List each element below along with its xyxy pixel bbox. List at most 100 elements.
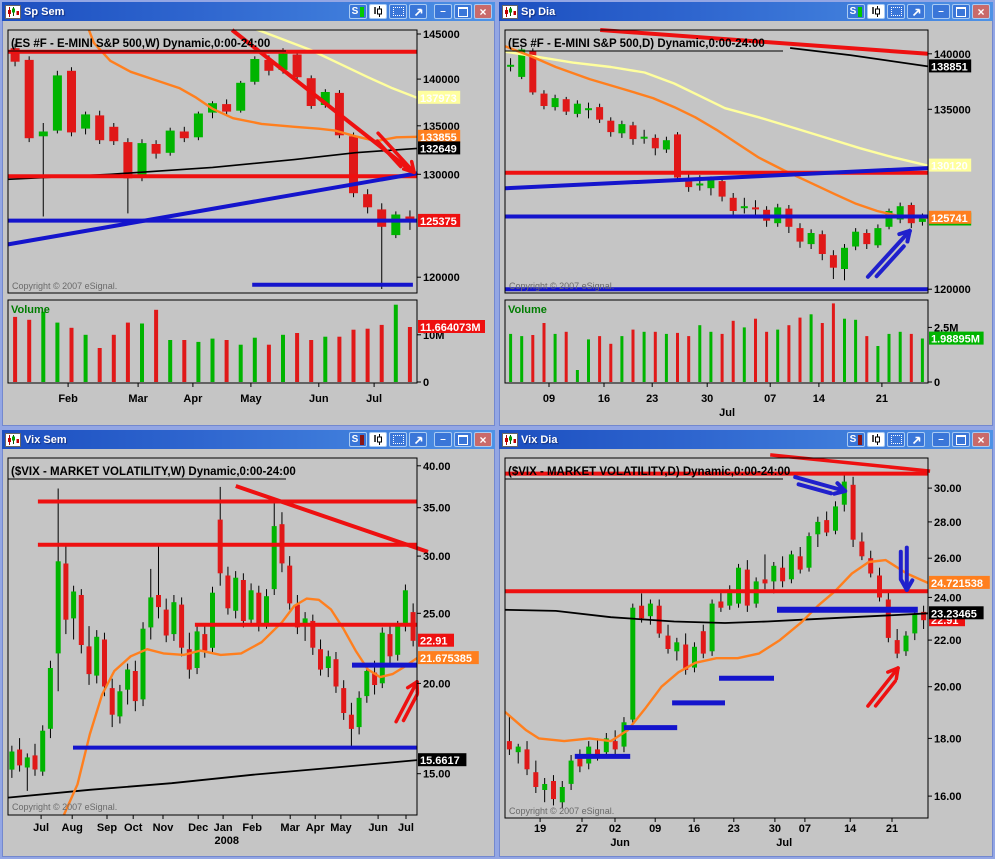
svg-text:Copyright © 2007 eSignal.: Copyright © 2007 eSignal. bbox=[12, 281, 117, 291]
svg-text:140000: 140000 bbox=[934, 49, 971, 61]
svg-text:21.675385: 21.675385 bbox=[420, 653, 472, 665]
close-button[interactable]: × bbox=[474, 4, 492, 19]
svg-text:21: 21 bbox=[886, 823, 898, 835]
dotted-window-button[interactable] bbox=[887, 432, 905, 447]
svg-text:120000: 120000 bbox=[423, 272, 460, 284]
chart-canvas-sp-dia[interactable]: 140000 135000 120000 (ES #F - E-MINI S&P 50… bbox=[497, 0, 995, 428]
svg-text:20.00: 20.00 bbox=[423, 678, 451, 690]
titlebar-vix-sem[interactable]: Vix Sem S I – × bbox=[2, 430, 495, 449]
svg-text:30.00: 30.00 bbox=[423, 551, 451, 563]
svg-text:Jul: Jul bbox=[366, 393, 382, 405]
titlebar-vix-dia[interactable]: Vix Dia S I – × bbox=[499, 430, 993, 449]
window-vix-sem: 40.00 35.00 30.00 25.00 20.00 15.00 ($VIX - MA… bbox=[0, 428, 497, 859]
svg-text:09: 09 bbox=[649, 823, 661, 835]
maximize-box-icon bbox=[956, 434, 966, 445]
svg-text:(ES #F - E-MINI S&P 500,W) Dyn: (ES #F - E-MINI S&P 500,W) Dynamic,0:00-… bbox=[11, 38, 270, 50]
svg-text:137973: 137973 bbox=[420, 93, 457, 105]
svg-text:Mar: Mar bbox=[280, 822, 300, 834]
interval-button[interactable]: I bbox=[867, 432, 885, 447]
window-title: Vix Dia bbox=[521, 433, 558, 446]
window-title: Sp Dia bbox=[521, 5, 556, 18]
svg-text:2.5M: 2.5M bbox=[934, 322, 958, 334]
popout-window-button[interactable] bbox=[907, 4, 925, 19]
minimize-button[interactable]: – bbox=[932, 432, 950, 447]
svg-text:Jul: Jul bbox=[719, 407, 735, 419]
chart-canvas-vix-dia[interactable]: 30.00 28.00 26.00 24.00 22.00 20.00 18.00 16.00… bbox=[497, 428, 995, 859]
candlestick-chart-icon bbox=[5, 432, 21, 447]
maximize-button[interactable] bbox=[952, 4, 970, 19]
maximize-button[interactable] bbox=[454, 432, 472, 447]
dotted-window-button[interactable] bbox=[389, 432, 407, 447]
svg-text:Jun: Jun bbox=[309, 393, 329, 405]
interval-button[interactable]: I bbox=[867, 4, 885, 19]
titlebar-sp-dia[interactable]: Sp Dia S I – × bbox=[499, 2, 993, 21]
maximize-button[interactable] bbox=[454, 4, 472, 19]
candle-glyph-icon bbox=[875, 6, 881, 17]
candle-glyph-icon bbox=[377, 6, 383, 17]
svg-text:($VIX - MARKET VOLATILITY,W) D: ($VIX - MARKET VOLATILITY,W) Dynamic,0:0… bbox=[11, 466, 296, 478]
svg-text:Copyright © 2007 eSignal.: Copyright © 2007 eSignal. bbox=[12, 802, 117, 812]
svg-text:0: 0 bbox=[423, 377, 429, 389]
svg-text:1.98895M: 1.98895M bbox=[931, 334, 980, 346]
svg-text:15.00: 15.00 bbox=[423, 769, 451, 781]
maximize-box-icon bbox=[458, 6, 468, 17]
svg-text:40.00: 40.00 bbox=[423, 461, 451, 473]
svg-text:30: 30 bbox=[769, 823, 781, 835]
popout-window-button[interactable] bbox=[409, 4, 427, 19]
popout-arrow-icon bbox=[912, 8, 920, 16]
svg-text:22.00: 22.00 bbox=[934, 635, 962, 647]
dotted-window-button[interactable] bbox=[887, 4, 905, 19]
svg-text:16: 16 bbox=[598, 393, 610, 405]
candlestick-chart-icon bbox=[502, 4, 518, 19]
dotted-window-button[interactable] bbox=[389, 4, 407, 19]
close-button[interactable]: × bbox=[972, 432, 990, 447]
close-button[interactable]: × bbox=[474, 432, 492, 447]
svg-text:35.00: 35.00 bbox=[423, 503, 451, 515]
symbol-link-button[interactable]: S bbox=[349, 4, 367, 19]
titlebar-sp-sem[interactable]: Sp Sem S I – × bbox=[2, 2, 495, 21]
minimize-button[interactable]: – bbox=[434, 432, 452, 447]
svg-text:0: 0 bbox=[934, 377, 940, 389]
svg-text:23: 23 bbox=[728, 823, 740, 835]
svg-text:120000: 120000 bbox=[934, 284, 971, 296]
symbol-link-button[interactable]: S bbox=[847, 432, 865, 447]
popout-window-button[interactable] bbox=[907, 432, 925, 447]
symbol-link-button[interactable]: S bbox=[349, 432, 367, 447]
candle-glyph-icon bbox=[377, 434, 383, 445]
candle-glyph-icon bbox=[875, 434, 881, 445]
minimize-button[interactable]: – bbox=[434, 4, 452, 19]
svg-text:07: 07 bbox=[799, 823, 811, 835]
svg-text:May: May bbox=[330, 822, 352, 834]
minimize-button[interactable]: – bbox=[932, 4, 950, 19]
symbol-link-button[interactable]: S bbox=[847, 4, 865, 19]
svg-text:Oct: Oct bbox=[124, 822, 143, 834]
popout-arrow-icon bbox=[912, 436, 920, 444]
svg-text:24.00: 24.00 bbox=[934, 592, 962, 604]
svg-text:Jul: Jul bbox=[776, 837, 792, 849]
svg-text:Nov: Nov bbox=[153, 822, 175, 834]
maximize-box-icon bbox=[458, 434, 468, 445]
svg-text:19: 19 bbox=[534, 823, 546, 835]
popout-window-button[interactable] bbox=[409, 432, 427, 447]
maximize-button[interactable] bbox=[952, 432, 970, 447]
interval-button[interactable]: I bbox=[369, 432, 387, 447]
svg-text:138851: 138851 bbox=[931, 61, 968, 73]
svg-text:135000: 135000 bbox=[934, 104, 971, 116]
svg-text:Dec: Dec bbox=[188, 822, 208, 834]
svg-text:28.00: 28.00 bbox=[934, 517, 962, 529]
svg-text:145000: 145000 bbox=[423, 29, 460, 41]
svg-text:Jun: Jun bbox=[368, 822, 388, 834]
svg-text:23: 23 bbox=[646, 393, 658, 405]
svg-text:Mar: Mar bbox=[128, 393, 148, 405]
interval-button[interactable]: I bbox=[369, 4, 387, 19]
svg-text:Apr: Apr bbox=[183, 393, 203, 405]
svg-text:23.23465: 23.23465 bbox=[931, 608, 977, 620]
svg-text:16: 16 bbox=[688, 823, 700, 835]
svg-text:Volume: Volume bbox=[11, 304, 50, 316]
close-button[interactable]: × bbox=[972, 4, 990, 19]
svg-text:16.00: 16.00 bbox=[934, 791, 962, 803]
maximize-box-icon bbox=[956, 6, 966, 17]
chart-canvas-vix-sem[interactable]: 40.00 35.00 30.00 25.00 20.00 15.00 ($VIX - MA… bbox=[0, 428, 497, 859]
svg-text:2008: 2008 bbox=[215, 835, 239, 847]
